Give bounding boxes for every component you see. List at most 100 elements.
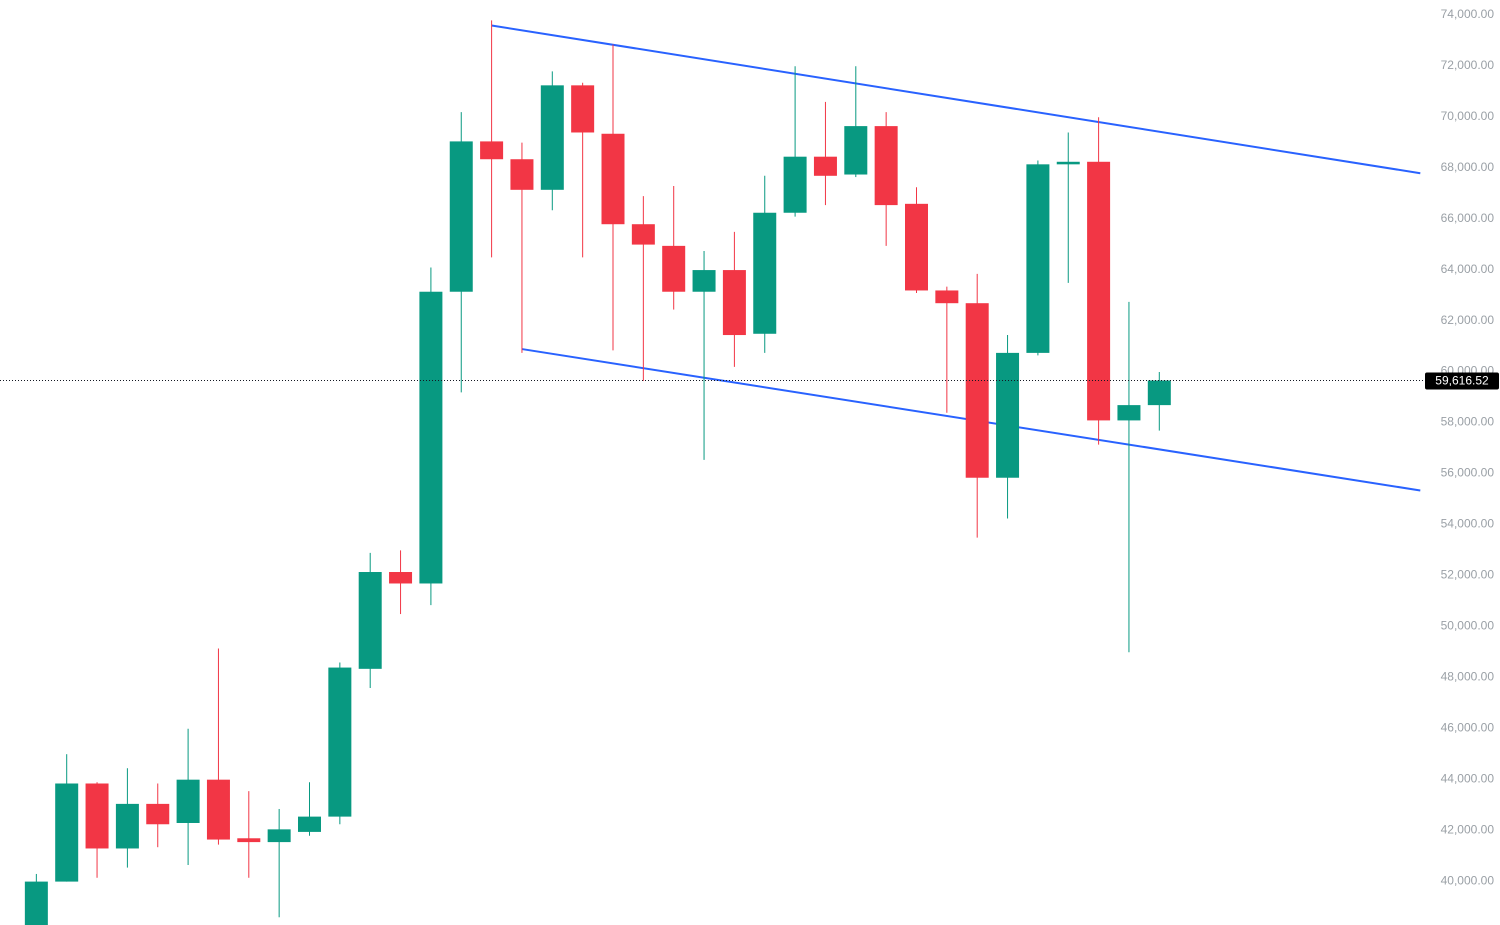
candle	[1087, 117, 1111, 445]
candle	[24, 873, 48, 925]
candle	[571, 82, 595, 258]
candle-layer	[24, 20, 1171, 925]
candle	[965, 273, 989, 538]
y-tick-label: 56,000.00	[1441, 466, 1495, 480]
current-price-label: 59,616.52	[1435, 373, 1489, 387]
candle-body	[1117, 405, 1141, 421]
candle	[449, 112, 473, 393]
candle	[540, 71, 564, 211]
y-tick-label: 66,000.00	[1441, 211, 1495, 225]
candle	[328, 662, 352, 825]
candle	[1056, 132, 1080, 283]
candle	[358, 552, 382, 688]
y-tick-label: 64,000.00	[1441, 262, 1495, 276]
candle-body	[571, 85, 595, 133]
candle-body	[813, 156, 837, 176]
candle	[206, 648, 230, 845]
trendline-layer	[491, 24, 1421, 492]
candle	[267, 808, 291, 918]
candle	[510, 142, 534, 353]
candle-body	[540, 85, 564, 190]
candle	[996, 335, 1020, 519]
y-tick-label: 68,000.00	[1441, 160, 1495, 174]
candle-body	[1056, 161, 1080, 165]
candle-body	[389, 572, 413, 584]
candle	[935, 286, 959, 413]
candle-body	[844, 126, 868, 175]
y-tick-label: 50,000.00	[1441, 619, 1495, 633]
candle	[237, 791, 261, 878]
candle	[176, 728, 200, 866]
candle	[146, 783, 170, 848]
candle	[631, 196, 655, 381]
y-tick-label: 44,000.00	[1441, 771, 1495, 785]
candle-body	[874, 126, 898, 206]
price-axis[interactable]: 74,000.00 72,000.00 70,000.00 68,000.00 66,0…	[1441, 7, 1495, 887]
candle-body	[206, 779, 230, 840]
candle-body	[1026, 164, 1050, 353]
candle	[55, 754, 79, 882]
candle	[844, 66, 868, 178]
candle-body	[753, 212, 777, 334]
candle-body	[783, 156, 807, 213]
candle	[480, 20, 504, 258]
candle-body	[146, 803, 170, 825]
candle-body	[85, 783, 109, 849]
candle-body	[510, 159, 534, 190]
y-tick-label: 74,000.00	[1441, 7, 1495, 21]
y-tick-label: 70,000.00	[1441, 109, 1495, 123]
candle-body	[24, 881, 48, 925]
candle-body	[419, 291, 443, 584]
candle-body	[601, 133, 625, 225]
candle	[905, 187, 928, 294]
candle	[85, 782, 109, 878]
candle	[1026, 160, 1050, 356]
candle	[419, 267, 443, 606]
y-tick-label: 54,000.00	[1441, 517, 1495, 531]
candle	[601, 44, 625, 351]
candle-body	[176, 779, 200, 823]
candle-body	[449, 141, 473, 292]
candle	[298, 782, 321, 836]
current-price-marker: 59,616.52	[0, 372, 1499, 390]
candle-body	[935, 290, 959, 304]
y-tick-label: 62,000.00	[1441, 313, 1495, 327]
candle	[1147, 371, 1171, 431]
y-tick-label: 48,000.00	[1441, 669, 1495, 683]
y-tick-label: 42,000.00	[1441, 822, 1495, 836]
candle-body	[115, 803, 139, 849]
candle	[783, 66, 807, 217]
candle-body	[267, 829, 291, 843]
candle	[115, 768, 139, 868]
candle-body	[905, 203, 928, 291]
candle-body	[662, 245, 686, 292]
candle-body	[722, 270, 746, 336]
candle-body	[328, 667, 352, 817]
candle-body	[237, 838, 261, 843]
candle	[722, 231, 746, 367]
candle-body	[298, 816, 321, 832]
candle-body	[1147, 380, 1171, 406]
candle	[753, 175, 777, 353]
candle-body	[358, 572, 382, 669]
candle-body	[480, 141, 504, 160]
candle-body	[692, 270, 716, 292]
y-tick-label: 40,000.00	[1441, 873, 1495, 887]
candle-body	[965, 303, 989, 478]
candle-body	[631, 224, 655, 245]
y-tick-label: 46,000.00	[1441, 720, 1495, 734]
y-tick-label: 72,000.00	[1441, 58, 1495, 72]
candle	[874, 112, 898, 246]
candle	[813, 101, 837, 206]
candle-body	[55, 783, 79, 882]
candle	[692, 250, 716, 460]
candle-body	[996, 352, 1020, 478]
current-price-tag	[1425, 372, 1499, 390]
candle-body	[1087, 161, 1111, 421]
candle	[1117, 301, 1141, 653]
y-tick-label: 52,000.00	[1441, 568, 1495, 582]
upper-trendline	[491, 24, 1421, 175]
candle	[389, 550, 413, 615]
y-tick-label: 58,000.00	[1441, 415, 1495, 429]
